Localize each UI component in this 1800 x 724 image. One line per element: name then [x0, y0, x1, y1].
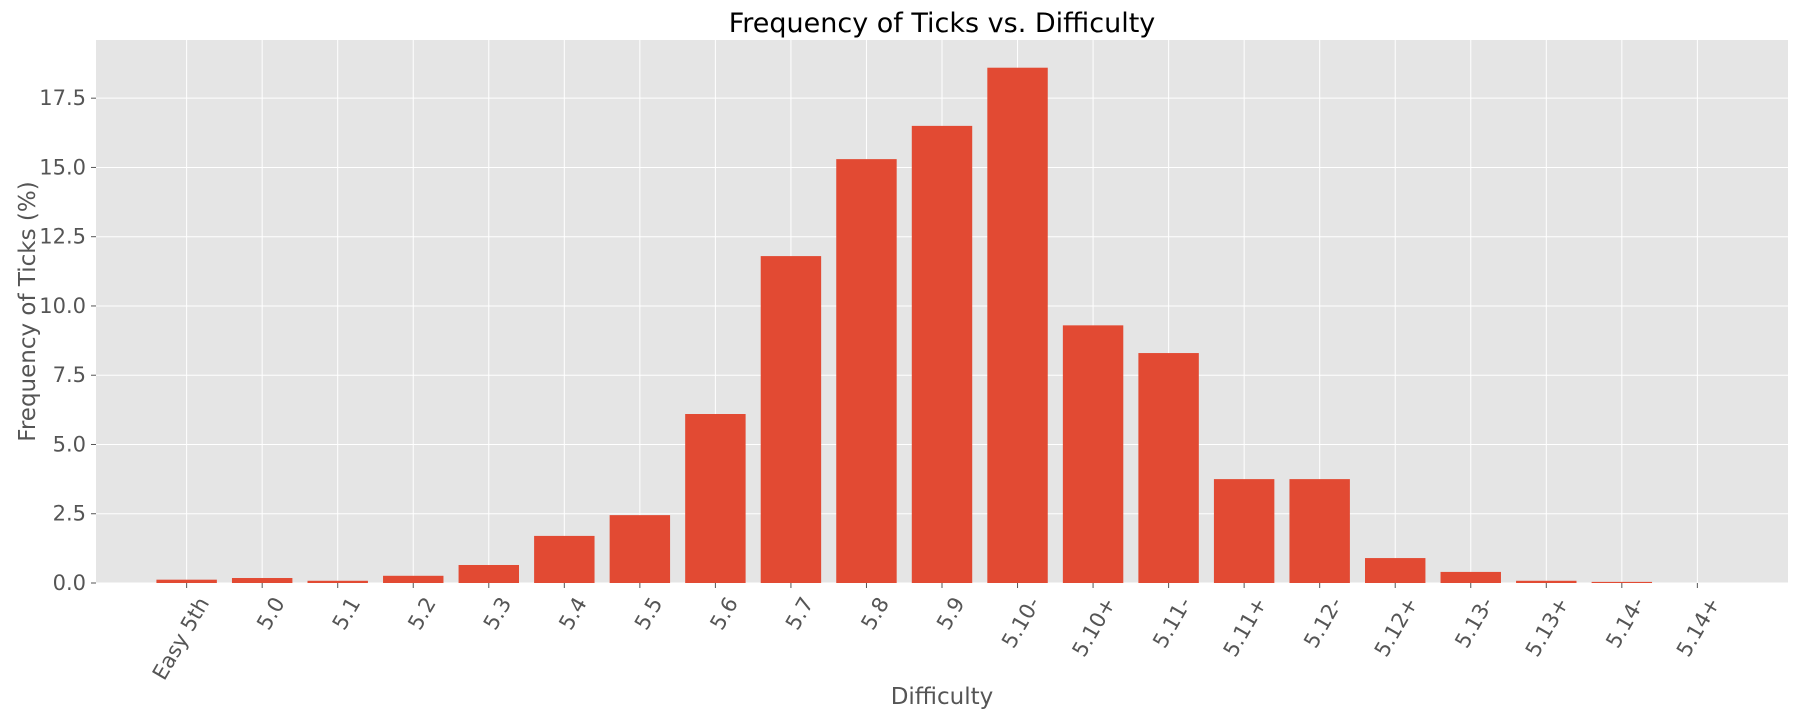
- y-tick-label: 12.5: [39, 225, 86, 249]
- bar: [1440, 571, 1501, 583]
- x-tick-label: 5.8: [856, 593, 893, 634]
- chart-title: Frequency of Ticks vs. Difficulty: [729, 8, 1156, 39]
- bar: [987, 67, 1048, 583]
- bar: [1062, 325, 1124, 583]
- bar: [836, 159, 897, 583]
- x-axis-ticks: Easy 5th 5.0 5.1 5.2 5.3 5.4 5.5 5.6 5.7 5.8 5.9 5.…: [148, 583, 1725, 684]
- x-axis-label: Difficulty: [891, 684, 994, 710]
- bar: [1213, 479, 1275, 583]
- x-tick-label: 5.9: [932, 593, 969, 634]
- y-tick-label: 0.0: [53, 571, 86, 595]
- y-tick-label: 17.5: [39, 86, 86, 110]
- x-tick-label: 5.11+: [1219, 593, 1272, 661]
- bar: [685, 414, 746, 583]
- bar: [458, 564, 519, 583]
- bar: [1138, 353, 1199, 583]
- x-tick-label: 5.4: [554, 593, 591, 634]
- y-axis-ticks: 0.0 2.5 5.0 7.5 10.0 12.5 15.0 17.5: [39, 86, 96, 595]
- x-tick-label: 5.14+: [1672, 593, 1725, 661]
- x-tick-label: 5.5: [630, 593, 667, 634]
- bars: [156, 67, 1653, 583]
- bar: [307, 580, 368, 583]
- x-tick-label: 5.3: [479, 593, 516, 634]
- y-tick-label: 15.0: [39, 155, 86, 179]
- x-tick-label: 5.13+: [1521, 593, 1574, 661]
- bar: [1516, 580, 1577, 583]
- x-tick-label: 5.11-: [1148, 593, 1196, 652]
- bar: [156, 579, 217, 583]
- x-tick-label: 5.6: [705, 593, 742, 634]
- x-tick-label: 5.14-: [1601, 593, 1649, 652]
- y-tick-label: 2.5: [53, 502, 86, 526]
- x-tick-label: 5.7: [781, 593, 818, 634]
- bar: [383, 575, 444, 583]
- y-axis-label: Frequency of Ticks (%): [15, 181, 41, 441]
- x-tick-label: Easy 5th: [148, 593, 214, 684]
- x-tick-label: 5.10-: [997, 593, 1045, 652]
- y-tick-label: 7.5: [53, 363, 86, 387]
- bar: [609, 515, 671, 583]
- x-tick-label: 5.13-: [1450, 593, 1498, 652]
- bar: [760, 256, 822, 583]
- x-tick-label: 5.0: [252, 593, 289, 634]
- x-tick-label: 5.1: [328, 593, 365, 634]
- bar: [1365, 558, 1426, 583]
- bar: [911, 125, 973, 583]
- x-tick-label: 5.12+: [1370, 593, 1423, 661]
- bar: [534, 535, 595, 583]
- x-tick-label: 5.10+: [1068, 593, 1121, 661]
- bar: [231, 578, 293, 583]
- y-tick-label: 5.0: [53, 432, 86, 456]
- bar: [1591, 581, 1653, 583]
- x-tick-label: 5.12-: [1299, 593, 1347, 652]
- x-tick-label: 5.2: [403, 593, 440, 634]
- y-tick-label: 10.0: [39, 294, 86, 318]
- bar: [1289, 479, 1350, 583]
